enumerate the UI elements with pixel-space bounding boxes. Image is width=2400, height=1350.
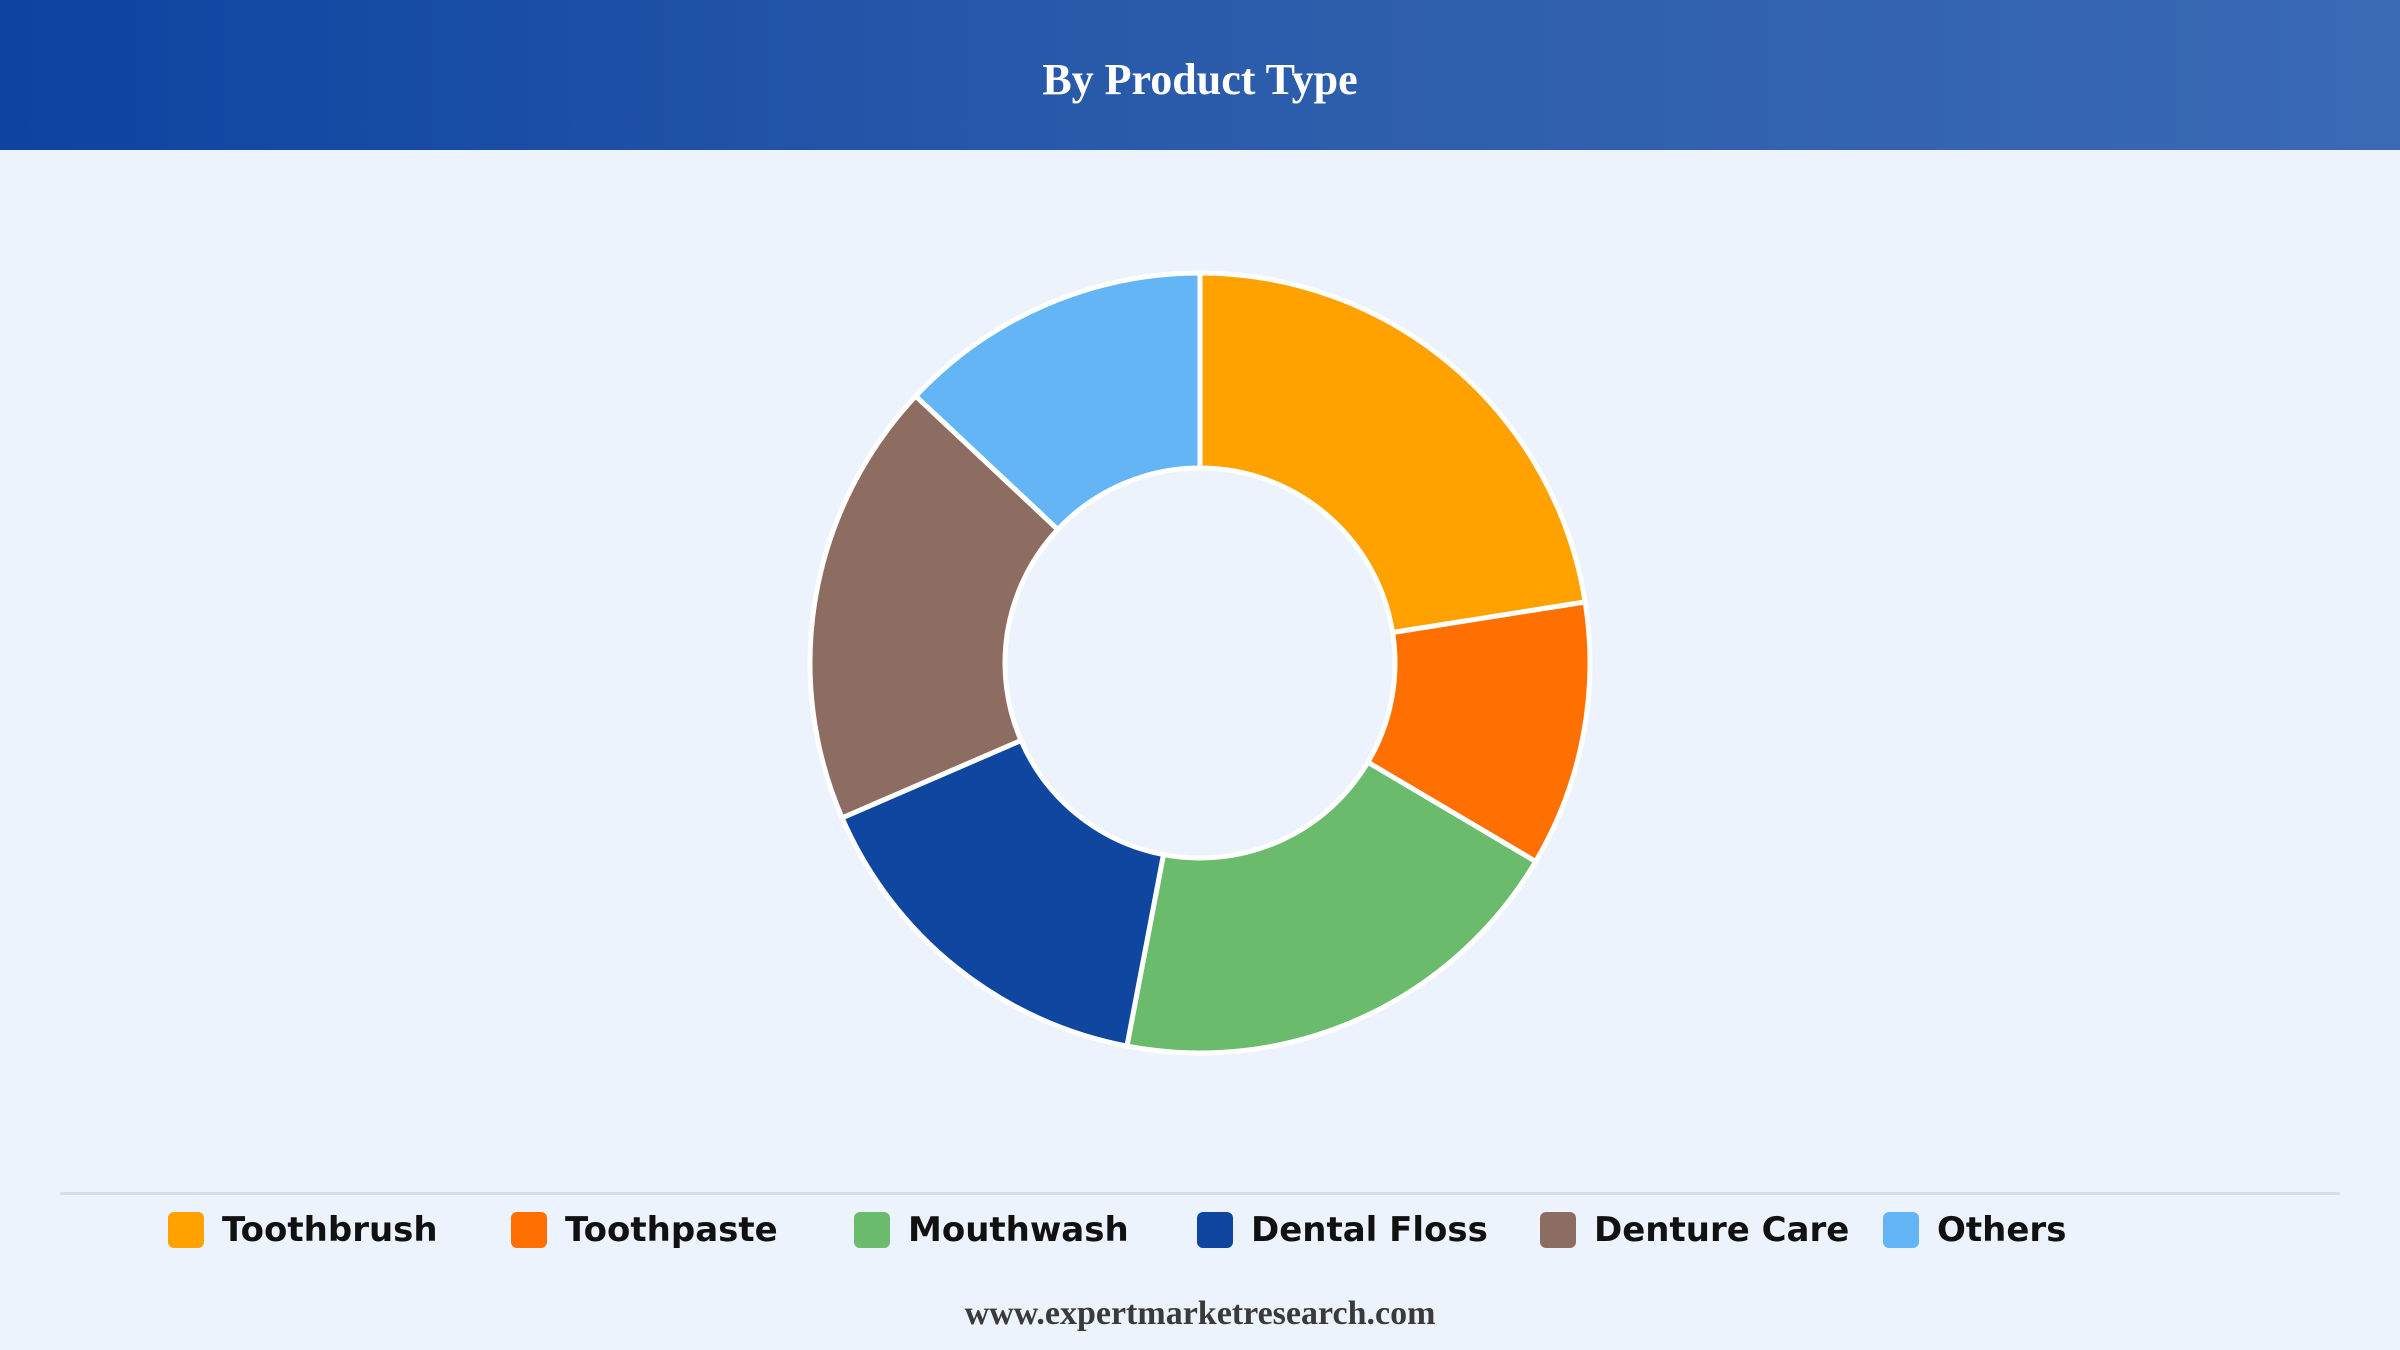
legend-swatch-toothpaste bbox=[511, 1212, 547, 1248]
legend-swatch-mouthwash bbox=[854, 1212, 890, 1248]
legend-divider bbox=[60, 1192, 2340, 1195]
slice-others[interactable] bbox=[913, 270, 1203, 533]
legend-label-mouthwash: Mouthwash bbox=[908, 1210, 1129, 1250]
legend-item-mouthwash[interactable]: Mouthwash bbox=[854, 1205, 1197, 1255]
slice-mouthwash[interactable] bbox=[1124, 759, 1539, 1056]
donut-chart bbox=[807, 270, 1593, 1056]
legend-label-toothbrush: Toothbrush bbox=[222, 1210, 438, 1250]
legend-swatch-dental-floss bbox=[1197, 1212, 1233, 1248]
legend-label-toothpaste: Toothpaste bbox=[565, 1210, 778, 1250]
slice-toothbrush[interactable] bbox=[1197, 270, 1588, 635]
legend-item-denture-care[interactable]: Denture Care bbox=[1540, 1205, 1883, 1255]
legend-swatch-toothbrush bbox=[168, 1212, 204, 1248]
chart-legend: Toothbrush Toothpaste Mouthwash Dental Flos… bbox=[168, 1205, 2083, 1255]
chart-title: By Product Type bbox=[1042, 54, 1358, 104]
slice-toothpaste[interactable] bbox=[1365, 599, 1593, 865]
slice-denture-care[interactable] bbox=[807, 393, 1061, 821]
legend-swatch-others bbox=[1883, 1212, 1919, 1248]
legend-item-toothbrush[interactable]: Toothbrush bbox=[168, 1205, 511, 1255]
legend-label-denture-care: Denture Care bbox=[1594, 1210, 1850, 1250]
legend-label-others: Others bbox=[1937, 1210, 2067, 1250]
donut-chart-area bbox=[0, 150, 2400, 1190]
slice-dental-floss[interactable] bbox=[839, 737, 1166, 1049]
legend-swatch-denture-care bbox=[1540, 1212, 1576, 1248]
legend-item-toothpaste[interactable]: Toothpaste bbox=[511, 1205, 854, 1255]
header-banner: By Product Type bbox=[0, 0, 2400, 150]
source-url: www.expertmarketresearch.com bbox=[964, 1295, 1436, 1332]
legend-item-others[interactable]: Others bbox=[1883, 1205, 2083, 1255]
legend-item-dental-floss[interactable]: Dental Floss bbox=[1197, 1205, 1540, 1255]
legend-label-dental-floss: Dental Floss bbox=[1251, 1210, 1488, 1250]
